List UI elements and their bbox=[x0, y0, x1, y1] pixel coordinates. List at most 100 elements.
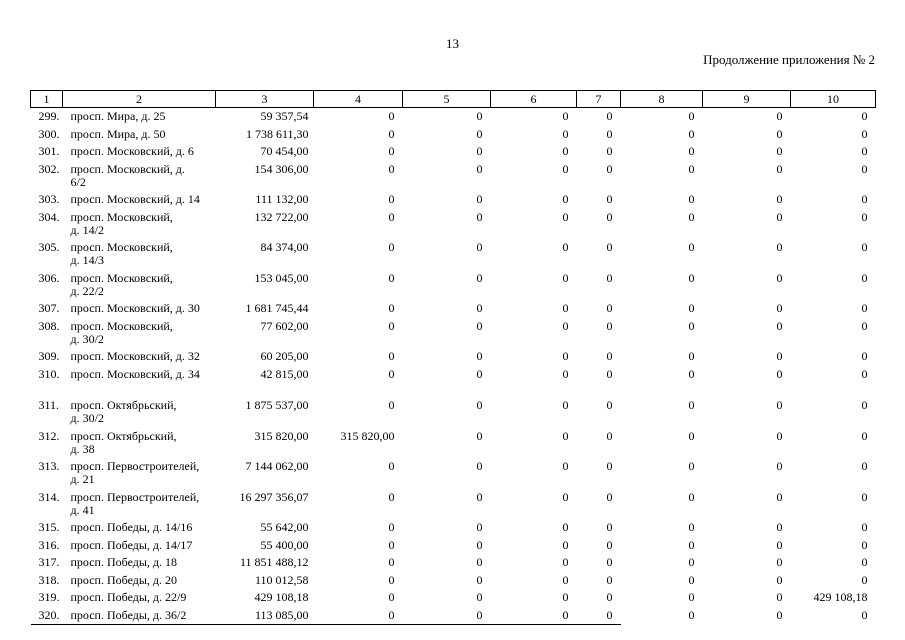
table-row: 306. просп. Московский, д. 22/2 153 045,00… bbox=[31, 270, 876, 301]
table-row: 301. просп. Московский, д. 6 70 454,00 0 0 0 0… bbox=[31, 143, 876, 161]
row-number-cell: 302. bbox=[38, 161, 60, 176]
value-cell: 0 bbox=[562, 489, 569, 504]
value-cell: 0 bbox=[388, 398, 395, 412]
amount-cell: 113 085,00 bbox=[215, 606, 314, 625]
column-header: 5 bbox=[402, 90, 491, 108]
value-cell: 0 bbox=[688, 607, 695, 622]
table-gap-row bbox=[31, 383, 876, 397]
table-row: 309. просп. Московский, д. 32 60 205,00 0 0 0… bbox=[31, 348, 876, 366]
row-number-cell: 300. bbox=[38, 126, 60, 141]
column-header: 2 bbox=[62, 90, 216, 108]
value-cell: 0 bbox=[776, 192, 783, 206]
value-cell: 0 bbox=[576, 606, 621, 625]
value-cell: 0 bbox=[776, 590, 783, 604]
row-number-cell: 308. bbox=[38, 318, 60, 333]
row-number-cell: 313. bbox=[38, 459, 60, 473]
value-cell: 0 bbox=[776, 144, 783, 158]
amount-cell: 429 108,18 bbox=[254, 590, 309, 604]
gap-cell bbox=[31, 383, 876, 397]
value-cell: 0 bbox=[562, 572, 569, 587]
value-cell: 0 bbox=[861, 270, 868, 285]
value-cell: 0 bbox=[476, 520, 483, 534]
value-cell: 0 bbox=[562, 318, 569, 333]
value-cell: 0 bbox=[688, 349, 695, 363]
value-cell: 0 bbox=[776, 428, 783, 443]
column-header: 3 bbox=[215, 90, 314, 108]
amount-cell: 154 306,00 bbox=[254, 161, 309, 176]
value-cell: 0 bbox=[688, 209, 695, 224]
value-cell: 0 bbox=[776, 301, 783, 315]
value-cell: 0 bbox=[388, 301, 395, 315]
row-number-cell: 320. bbox=[30, 606, 63, 625]
value-cell: 0 bbox=[562, 590, 569, 604]
value-cell: 429 108,18 bbox=[813, 590, 868, 604]
value-cell: 0 bbox=[861, 459, 868, 473]
amount-cell: 1 875 537,00 bbox=[245, 398, 309, 412]
address-cell: просп. Московский, д. 6 bbox=[70, 144, 194, 158]
value-cell: 0 bbox=[388, 520, 395, 534]
value-cell: 0 bbox=[861, 520, 868, 534]
address-cell: просп. Московский, д. 30/2 bbox=[70, 318, 173, 346]
value-cell: 0 bbox=[388, 349, 395, 363]
value-cell: 0 bbox=[776, 572, 783, 587]
value-cell: 0 bbox=[688, 555, 695, 569]
row-number-cell: 316. bbox=[38, 537, 60, 552]
value-cell: 0 bbox=[776, 489, 783, 504]
address-cell: просп. Московский, д. 14/3 bbox=[70, 240, 173, 267]
value-cell: 0 bbox=[861, 398, 868, 412]
value-cell: 0 bbox=[861, 209, 868, 224]
value-cell: 0 bbox=[688, 270, 695, 285]
amount-cell: 111 132,00 bbox=[255, 192, 309, 206]
value-cell: 0 bbox=[388, 270, 395, 285]
amount-cell: 110 012,58 bbox=[254, 572, 309, 587]
value-cell: 0 bbox=[861, 318, 868, 333]
value-cell: 0 bbox=[388, 318, 395, 333]
appendix-continuation-note: Продолжение приложения № 2 bbox=[703, 52, 875, 67]
value-cell: 0 bbox=[476, 192, 483, 206]
value-cell: 0 bbox=[388, 240, 395, 254]
table-header-row: 1 2 3 4 5 6 7 8 9 10 bbox=[30, 90, 876, 108]
value-cell: 0 bbox=[476, 459, 483, 473]
address-cell: просп. Октябрьский, д. 38 bbox=[70, 428, 177, 456]
address-cell: просп. Московский, д. 30 bbox=[70, 301, 200, 315]
value-cell: 0 bbox=[861, 126, 868, 141]
amount-cell: 55 642,00 bbox=[260, 520, 309, 534]
table-row: 311. просп. Октябрьский, д. 30/2 1 875 537… bbox=[31, 397, 876, 428]
value-cell: 0 bbox=[313, 606, 403, 625]
value-cell: 0 bbox=[688, 192, 695, 206]
value-cell: 0 bbox=[776, 607, 783, 622]
value-cell: 0 bbox=[562, 398, 569, 412]
address-cell: просп. Победы, д. 20 bbox=[70, 572, 178, 587]
value-cell: 0 bbox=[476, 318, 483, 333]
table-row: 319. просп. Победы, д. 22/9 429 108,18 0 0 0 0… bbox=[31, 589, 876, 607]
table-row: 303. просп. Московский, д. 14 111 132,00 0 0… bbox=[31, 191, 876, 209]
value-cell: 0 bbox=[688, 240, 695, 254]
value-cell: 0 bbox=[562, 109, 569, 123]
value-cell: 0 bbox=[562, 144, 569, 158]
address-cell: просп. Победы, д. 14/16 bbox=[70, 520, 193, 534]
address-cell: просп. Первостроителей, д. 41 bbox=[70, 489, 200, 517]
value-cell: 0 bbox=[388, 459, 395, 473]
value-cell: 0 bbox=[476, 428, 483, 443]
value-cell: 0 bbox=[388, 590, 395, 604]
amount-cell: 11 851 488,12 bbox=[239, 555, 309, 569]
value-cell: 0 bbox=[861, 572, 868, 587]
value-cell: 0 bbox=[606, 318, 613, 333]
amount-cell: 42 815,00 bbox=[260, 366, 309, 381]
value-cell: 0 bbox=[476, 349, 483, 363]
value-cell: 0 bbox=[776, 126, 783, 141]
row-number-cell: 314. bbox=[38, 489, 60, 504]
value-cell: 0 bbox=[688, 489, 695, 504]
value-cell: 0 bbox=[776, 209, 783, 224]
address-cell: просп. Победы, д. 36/2 bbox=[62, 606, 216, 625]
row-number-cell: 318. bbox=[38, 572, 60, 587]
row-number-cell: 306. bbox=[38, 270, 60, 285]
value-cell: 0 bbox=[476, 572, 483, 587]
value-cell: 0 bbox=[688, 126, 695, 141]
column-header: 1 bbox=[30, 90, 63, 108]
table-row: 313. просп. Первостроителей, д. 21 7 144 0… bbox=[31, 458, 876, 489]
value-cell: 0 bbox=[388, 144, 395, 158]
value-cell: 0 bbox=[606, 240, 613, 254]
value-cell: 0 bbox=[861, 607, 868, 622]
row-number-cell: 305. bbox=[38, 240, 60, 254]
